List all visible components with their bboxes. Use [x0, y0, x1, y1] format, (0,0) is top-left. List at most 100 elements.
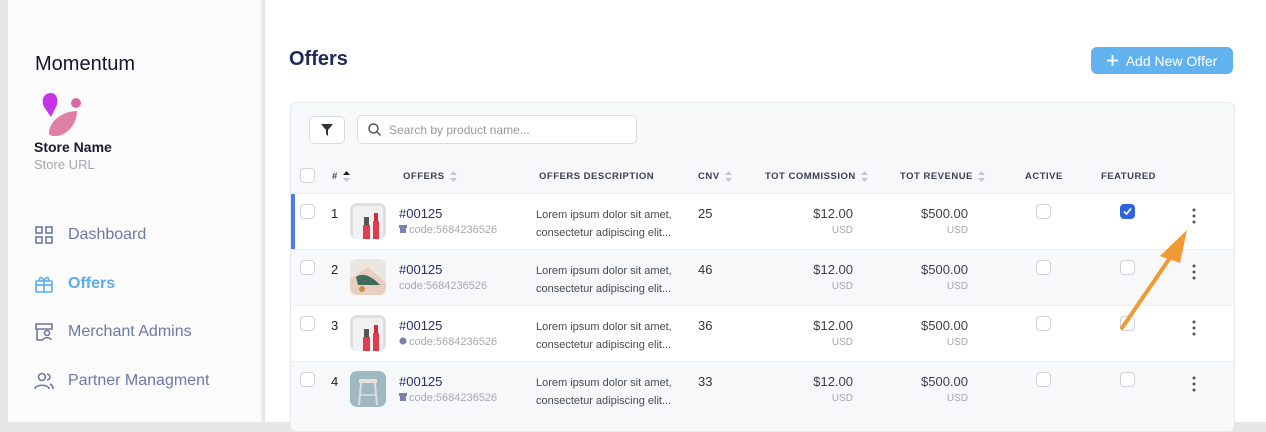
commission-value: $12.00: [813, 374, 853, 389]
store-url: Store URL: [34, 157, 95, 172]
offers-table-card: # OFFERS OFFERS DESCRIPTION CNV TOT COMM…: [290, 102, 1235, 432]
commission-value: $12.00: [813, 262, 853, 277]
row-checkbox[interactable]: [300, 372, 315, 387]
description-line: Lorem ipsum dolor sit amet,: [536, 321, 672, 333]
search-box[interactable]: [357, 115, 637, 144]
sidebar-item-label: Dashboard: [68, 226, 147, 243]
sidebar-item-label: Partner Managment: [68, 372, 210, 389]
sidebar-item-merchant-admins[interactable]: Merchant Admins: [34, 322, 192, 342]
row-checkbox[interactable]: [300, 316, 315, 331]
search-input[interactable]: [389, 122, 629, 137]
cnv-value: 36: [698, 318, 713, 333]
offer-code-text: code:5684236526: [409, 392, 498, 404]
table-row[interactable]: 4 #00125 code:5684236526 Lorem ipsum dol…: [291, 361, 1234, 417]
revenue-value: $500.00: [921, 262, 968, 277]
featured-checkbox[interactable]: [1120, 372, 1135, 387]
sort-icon: [342, 171, 350, 182]
cnv-value: 33: [698, 374, 713, 389]
more-options-icon[interactable]: [1189, 208, 1199, 224]
add-new-offer-button[interactable]: Add New Offer: [1091, 47, 1233, 74]
column-label: FEATURED: [1101, 171, 1157, 182]
revenue-value: $500.00: [921, 318, 968, 333]
filter-button[interactable]: [309, 116, 345, 144]
commission-value: $12.00: [813, 206, 853, 221]
column-label: OFFERS DESCRIPTION: [539, 171, 655, 182]
revenue-currency: USD: [946, 225, 968, 236]
sidebar-item-dashboard[interactable]: Dashboard: [34, 225, 146, 245]
table-row[interactable]: 1 #00125 code:5684236526 Lorem ipsum dol…: [291, 193, 1234, 250]
column-label: TOT REVENUE: [900, 171, 973, 182]
description-line: consectetur adipiscing elit...: [536, 227, 672, 239]
offer-code: code:5684236526: [399, 392, 497, 404]
active-checkbox[interactable]: [1036, 372, 1051, 387]
column-label: TOT COMMISSION: [765, 171, 856, 182]
featured-checkbox[interactable]: [1120, 204, 1135, 219]
description-line: consectetur adipiscing elit...: [536, 339, 672, 351]
column-label: #: [332, 171, 338, 182]
offer-code-text: code:5684236526: [399, 280, 488, 292]
store-icon: [399, 225, 407, 233]
column-header-offers[interactable]: OFFERS: [403, 171, 457, 182]
page-title: Offers: [289, 48, 348, 70]
table-row[interactable]: 2 #00125 code:5684236526 Lorem ipsum dol…: [291, 249, 1234, 305]
offer-id[interactable]: #00125: [399, 374, 443, 389]
description-line: Lorem ipsum dolor sit amet,: [536, 209, 672, 221]
table-row[interactable]: 3 #00125 code:5684236526 Lorem ipsum dol…: [291, 305, 1234, 361]
column-header-cnv[interactable]: CNV: [698, 171, 732, 182]
users-icon: [34, 372, 54, 390]
row-checkbox[interactable]: [300, 260, 315, 275]
product-thumbnail: [350, 203, 386, 239]
offer-code: code:5684236526: [399, 336, 497, 348]
cnv-value: 25: [698, 206, 713, 221]
search-icon: [368, 123, 381, 136]
more-options-icon[interactable]: [1189, 320, 1199, 336]
filter-icon: [321, 124, 333, 136]
grid-icon: [35, 226, 53, 244]
more-options-icon[interactable]: [1189, 376, 1199, 392]
offer-description: Lorem ipsum dolor sit amet, consectetur a…: [536, 206, 672, 242]
gift-icon: [35, 276, 53, 293]
store-logo: [42, 93, 81, 137]
column-header-number[interactable]: #: [332, 171, 350, 182]
commission-currency: USD: [831, 225, 853, 236]
active-checkbox[interactable]: [1036, 260, 1051, 275]
store-user-icon: [35, 323, 53, 341]
offer-code: code:5684236526: [399, 280, 487, 292]
column-header-description: OFFERS DESCRIPTION: [539, 171, 654, 182]
sidebar-item-offers[interactable]: Offers: [34, 274, 115, 294]
row-checkbox[interactable]: [300, 204, 315, 219]
offer-code: code:5684236526: [399, 224, 497, 236]
active-checkbox[interactable]: [1036, 204, 1051, 219]
offer-id[interactable]: #00125: [399, 262, 443, 277]
commission-currency: USD: [831, 281, 853, 292]
product-thumbnail: [350, 315, 386, 351]
description-line: consectetur adipiscing elit...: [536, 395, 672, 407]
revenue-currency: USD: [946, 281, 968, 292]
commission-currency: USD: [831, 393, 853, 404]
active-checkbox[interactable]: [1036, 316, 1051, 331]
column-header-featured: FEATURED: [1101, 171, 1156, 182]
offer-id[interactable]: #00125: [399, 206, 443, 221]
select-all-checkbox[interactable]: [300, 168, 315, 183]
row-number: 2: [331, 262, 339, 277]
column-label: OFFERS: [403, 171, 445, 182]
globe-icon: [399, 337, 407, 345]
featured-checkbox[interactable]: [1120, 316, 1135, 331]
offer-code-text: code:5684236526: [409, 224, 498, 236]
column-header-tot-revenue[interactable]: TOT REVENUE: [900, 171, 985, 182]
more-options-icon[interactable]: [1189, 264, 1199, 280]
offer-description: Lorem ipsum dolor sit amet, consectetur a…: [536, 262, 672, 298]
offer-id[interactable]: #00125: [399, 318, 443, 333]
description-line: Lorem ipsum dolor sit amet,: [536, 377, 672, 389]
brand-name: Momentum: [35, 53, 136, 75]
commission-currency: USD: [831, 337, 853, 348]
column-label: CNV: [698, 171, 720, 182]
sidebar-item-partner-managment[interactable]: Partner Managment: [34, 371, 209, 391]
column-label: ACTIVE: [1025, 171, 1063, 182]
revenue-value: $500.00: [921, 374, 968, 389]
featured-checkbox[interactable]: [1120, 260, 1135, 275]
sort-icon: [449, 171, 457, 182]
column-header-tot-commission[interactable]: TOT COMMISSION: [765, 171, 868, 182]
offer-description: Lorem ipsum dolor sit amet, consectetur a…: [536, 374, 672, 410]
product-thumbnail: [350, 259, 386, 295]
